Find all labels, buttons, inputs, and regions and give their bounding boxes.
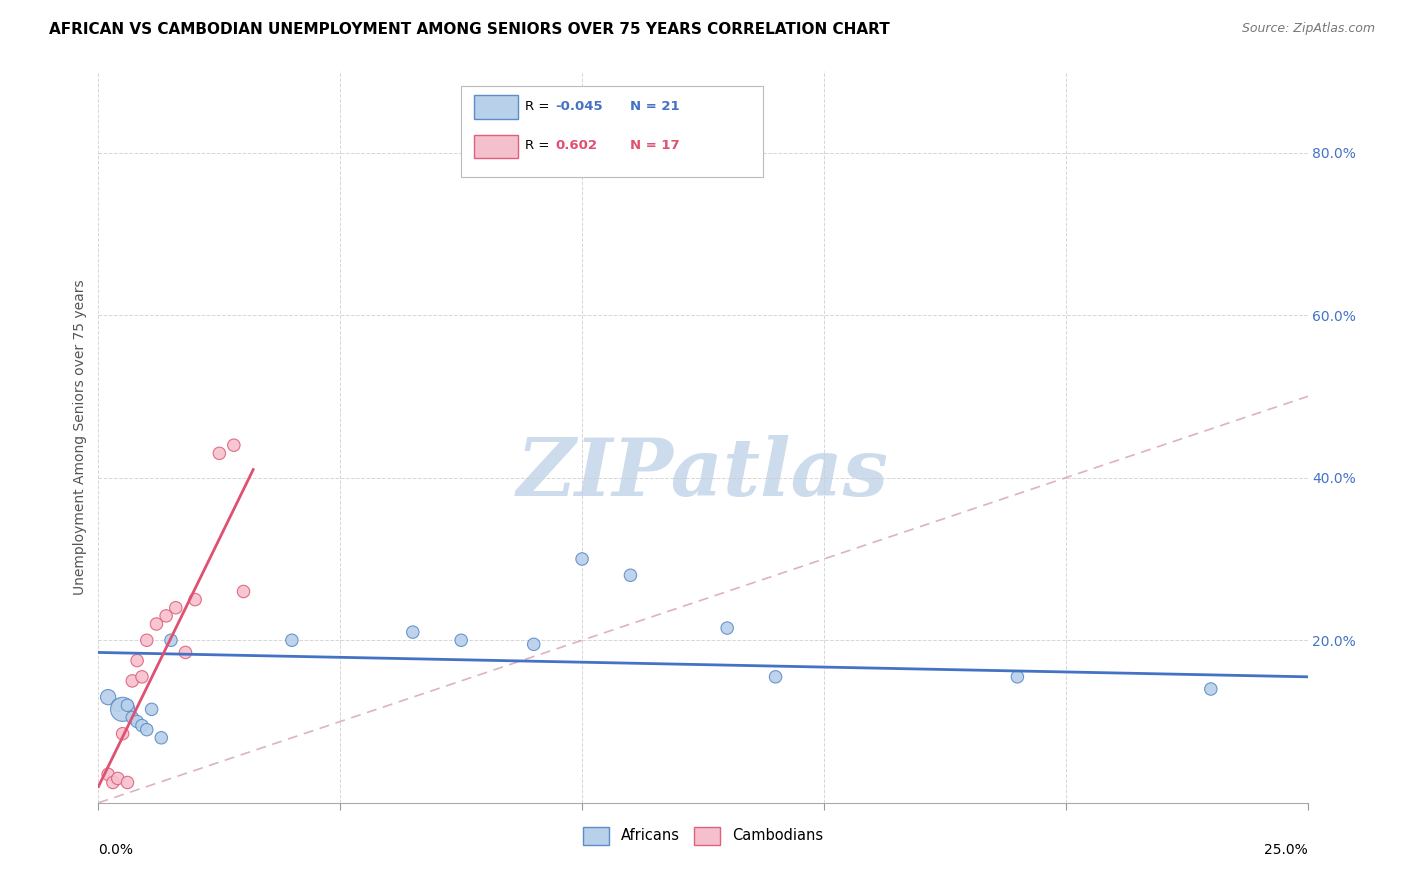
Point (121, 673, 143, 688)
Point (121, 710, 143, 724)
Point (155, 608, 177, 623)
Point (402, 625, 425, 640)
Point (208, 446, 231, 460)
Text: 25.0%: 25.0% (1264, 843, 1308, 857)
Text: AFRICAN VS CAMBODIAN UNEMPLOYMENT AMONG SENIORS OVER 75 YEARS CORRELATION CHART: AFRICAN VS CAMBODIAN UNEMPLOYMENT AMONG … (49, 22, 890, 37)
Text: R =: R = (526, 139, 558, 153)
Point (131, 718, 153, 732)
Point (127, 714, 149, 729)
Point (222, 438, 245, 452)
Point (135, 633, 157, 648)
Text: Source: ZipAtlas.com: Source: ZipAtlas.com (1241, 22, 1375, 36)
Point (127, 654, 149, 668)
Point (571, 552, 593, 566)
Point (97, 690, 120, 705)
Point (97, 767, 120, 781)
Point (145, 617, 167, 632)
Text: 0.0%: 0.0% (98, 843, 134, 857)
Point (523, 637, 546, 651)
Point (160, 633, 183, 648)
Text: R =: R = (526, 100, 554, 113)
Point (117, 775, 139, 789)
Point (619, 568, 641, 582)
Point (184, 592, 207, 607)
Point (450, 633, 472, 648)
Point (1007, 670, 1029, 684)
Point (1199, 681, 1222, 696)
Point (101, 775, 124, 789)
Y-axis label: Unemployment Among Seniors over 75 years: Unemployment Among Seniors over 75 years (73, 279, 87, 595)
Point (135, 723, 157, 737)
Point (107, 698, 129, 713)
Legend: Africans, Cambodians: Africans, Cambodians (576, 821, 830, 850)
Point (174, 645, 197, 659)
Point (141, 702, 163, 716)
Point (281, 633, 304, 648)
Point (765, 670, 787, 684)
Text: -0.045: -0.045 (555, 100, 603, 113)
FancyBboxPatch shape (474, 135, 517, 159)
Text: N = 17: N = 17 (630, 139, 681, 153)
Point (131, 670, 153, 684)
Text: N = 21: N = 21 (630, 100, 681, 113)
Point (111, 702, 134, 716)
Point (716, 621, 738, 635)
Point (111, 727, 134, 741)
Point (232, 584, 254, 599)
FancyBboxPatch shape (474, 95, 517, 119)
Text: 0.602: 0.602 (555, 139, 598, 153)
FancyBboxPatch shape (461, 86, 763, 178)
Point (150, 731, 173, 745)
Point (117, 698, 139, 713)
Point (165, 600, 187, 615)
Text: ZIPatlas: ZIPatlas (517, 435, 889, 512)
Point (107, 772, 129, 786)
